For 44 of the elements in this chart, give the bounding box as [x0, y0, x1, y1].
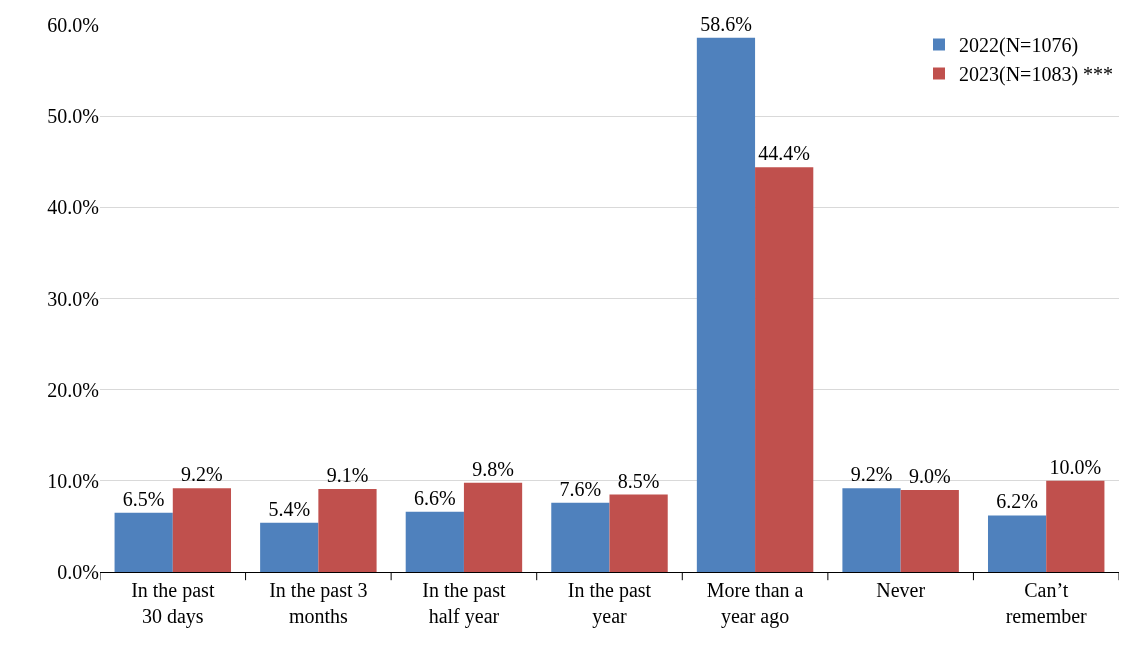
- data-label: 8.5%: [617, 469, 660, 492]
- x-tick-label: In the past half year: [422, 579, 507, 628]
- bar: [463, 482, 523, 572]
- y-tick-label: 30.0%: [47, 287, 99, 310]
- y-tick-label: 40.0%: [47, 196, 99, 219]
- bar: [987, 515, 1047, 572]
- data-label: 6.5%: [122, 487, 165, 510]
- bar: [755, 167, 814, 572]
- bar: [405, 511, 464, 572]
- bar: [1046, 480, 1105, 572]
- data-label: 5.4%: [268, 497, 311, 520]
- bar: [260, 522, 319, 572]
- y-tick-label: 60.0%: [47, 14, 99, 36]
- data-label: 10.0%: [1049, 455, 1102, 478]
- legend-label: 2022(N=1076): [959, 34, 1079, 58]
- data-label: 9.8%: [472, 457, 514, 480]
- x-tick-label: Can’t remember: [1005, 579, 1088, 627]
- data-label: 9.2%: [850, 463, 893, 486]
- data-label: 58.6%: [700, 12, 752, 35]
- data-label: 9.2%: [181, 463, 223, 486]
- bar: [842, 488, 901, 572]
- y-tick-label: 10.0%: [47, 469, 99, 492]
- x-tick-label: More than a year ago: [706, 579, 804, 628]
- x-tick-label: In the past 3 months: [269, 579, 368, 627]
- data-label: 44.4%: [758, 142, 811, 165]
- bar: [172, 488, 232, 572]
- data-label: 7.6%: [559, 477, 602, 500]
- data-label: 9.0%: [908, 464, 951, 487]
- x-tick-label: In the past 30 days: [131, 579, 215, 628]
- x-tick-label: In the past year: [567, 579, 652, 628]
- bar: [318, 489, 377, 572]
- data-label: 6.6%: [413, 486, 456, 509]
- x-tick-label: Never: [876, 579, 926, 601]
- data-label: 6.2%: [996, 490, 1038, 513]
- bar: [114, 512, 173, 572]
- bar: [551, 502, 610, 572]
- legend-label: 2023(N=1083) ***: [959, 63, 1114, 87]
- y-tick-label: 0.0%: [57, 561, 99, 583]
- bar: [696, 37, 756, 572]
- y-tick-label: 20.0%: [47, 378, 99, 401]
- bar: [609, 494, 668, 572]
- bar: [900, 489, 959, 572]
- data-label: 9.1%: [326, 464, 369, 487]
- y-tick-label: 50.0%: [47, 105, 99, 128]
